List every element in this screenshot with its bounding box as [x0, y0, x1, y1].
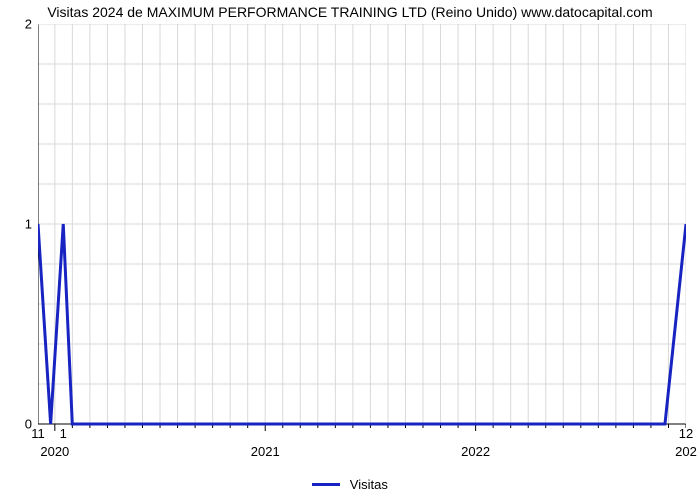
- x-point-label: 1: [60, 426, 67, 441]
- x-tick-label: 2020: [40, 444, 69, 459]
- x-tick-label-clipped: 202: [675, 444, 697, 459]
- plot-area: 01211112202020212022202: [38, 24, 686, 424]
- x-point-label: 11: [31, 426, 45, 441]
- y-tick-label: 1: [25, 217, 38, 232]
- chart-svg: [38, 24, 686, 438]
- chart-container: { "chart": { "type": "line", "title": "V…: [0, 0, 700, 500]
- legend-swatch: [312, 483, 340, 486]
- chart-title: Visitas 2024 de MAXIMUM PERFORMANCE TRAI…: [0, 4, 700, 20]
- x-tick-label: 2021: [251, 444, 280, 459]
- x-point-label: 12: [679, 426, 693, 441]
- series-visitas: [38, 224, 686, 424]
- legend: Visitas: [0, 476, 700, 492]
- y-tick-label: 2: [25, 17, 38, 32]
- legend-label: Visitas: [350, 477, 388, 492]
- x-tick-label: 2022: [461, 444, 490, 459]
